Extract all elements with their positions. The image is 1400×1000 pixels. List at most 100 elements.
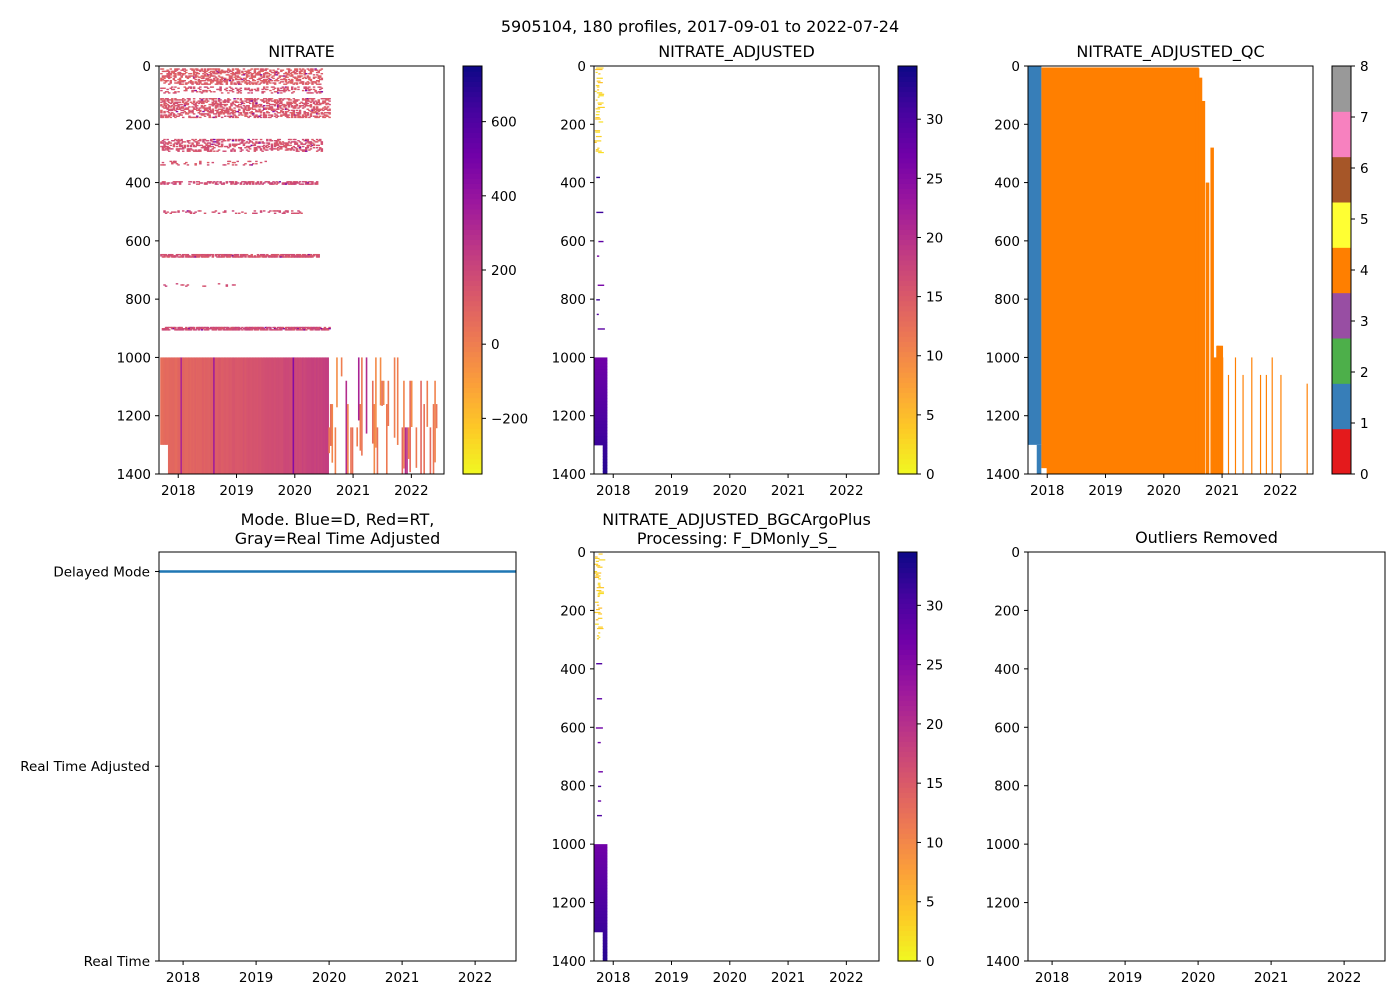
heatmap-cell <box>197 149 201 151</box>
heatmap-cell <box>262 255 266 257</box>
heatmap-row <box>602 949 608 953</box>
heatmap-cell <box>287 102 291 105</box>
heatmap-cell <box>230 105 233 107</box>
heatmap-cell <box>314 141 317 143</box>
heatmap-cell <box>267 255 271 257</box>
heatmap-cell <box>244 255 247 257</box>
heatmap-cell <box>323 112 327 114</box>
colorbar-segment <box>898 443 917 450</box>
colorbar-segment <box>463 81 482 87</box>
colorbar-segment <box>898 423 917 429</box>
heatmap-cell <box>225 74 229 76</box>
heatmap-cell <box>595 727 603 729</box>
heatmap-cell <box>203 285 207 287</box>
heatmap-cell <box>233 82 236 84</box>
heatmap-cell <box>306 105 310 107</box>
heatmap-cell <box>297 255 300 257</box>
heatmap-column <box>183 357 186 474</box>
heatmap-cell <box>305 98 308 100</box>
heatmap-cell <box>319 115 322 117</box>
heatmap-cell <box>227 92 230 94</box>
heatmap-cell <box>167 71 171 74</box>
heatmap-cell <box>281 103 285 106</box>
heatmap-cell <box>322 109 325 112</box>
heatmap-cell <box>225 256 229 258</box>
heatmap-cell <box>211 329 215 331</box>
heatmap-cell <box>238 91 241 93</box>
heatmap-cell <box>303 72 306 75</box>
heatmap-cell <box>276 92 280 94</box>
heatmap-cell <box>164 253 168 256</box>
heatmap-cell <box>186 164 190 166</box>
heatmap-cell <box>199 88 202 91</box>
heatmap-cell <box>225 253 229 256</box>
heatmap-cell <box>227 71 230 74</box>
heatmap-cell <box>195 68 199 70</box>
y-tick-label: 1200 <box>552 409 586 425</box>
heatmap-cell <box>255 105 258 107</box>
heatmap-cell <box>177 87 180 89</box>
heatmap-cell <box>597 584 601 586</box>
heatmap-cell <box>306 114 310 116</box>
heatmap-cell <box>283 145 286 148</box>
heatmap-cell <box>186 140 190 142</box>
heatmap-cell <box>238 106 241 108</box>
heatmap-cell <box>314 76 317 78</box>
qc4-column <box>1306 383 1308 474</box>
heatmap-cell <box>219 89 222 92</box>
heatmap-cell <box>595 623 599 625</box>
heatmap-cell <box>275 71 278 74</box>
heatmap-column <box>334 427 337 474</box>
heatmap-cell <box>174 92 177 94</box>
heatmap-cell <box>192 71 196 74</box>
heatmap-cell <box>261 69 264 71</box>
heatmap-cell <box>177 148 180 150</box>
heatmap-cell <box>166 255 169 257</box>
heatmap-cell <box>278 148 282 150</box>
heatmap-cell <box>312 147 316 149</box>
heatmap-cell <box>283 106 286 108</box>
heatmap-cell <box>186 327 190 330</box>
heatmap-column <box>261 357 264 474</box>
heatmap-cell <box>309 98 313 100</box>
heatmap-cell <box>308 149 311 151</box>
heatmap-cell <box>300 105 303 107</box>
heatmap-cell <box>283 183 286 185</box>
heatmap-cell <box>245 183 249 185</box>
heatmap-cell <box>203 142 207 144</box>
heatmap-cell <box>224 145 227 148</box>
heatmap-row <box>594 430 608 434</box>
heatmap-cell <box>280 102 283 105</box>
heatmap-cell <box>298 326 302 329</box>
heatmap-cell <box>301 256 305 258</box>
heatmap-cell <box>160 72 163 75</box>
heatmap-cell <box>312 112 316 114</box>
heatmap-cell <box>306 138 310 141</box>
heatmap-cell <box>200 182 204 184</box>
heatmap-cell <box>261 329 264 331</box>
heatmap-cell <box>325 329 328 331</box>
heatmap-cell <box>252 256 255 258</box>
x-tick-label: 2018 <box>596 483 630 499</box>
heatmap-cell <box>258 255 261 257</box>
heatmap-cell <box>281 89 285 92</box>
y-tick-label: 1200 <box>986 896 1020 912</box>
heatmap-cell <box>252 142 255 144</box>
heatmap-cell <box>320 327 324 330</box>
heatmap-cell <box>596 589 602 592</box>
heatmap-cell <box>181 109 185 112</box>
heatmap-cell <box>216 102 219 105</box>
heatmap-cell <box>266 140 269 142</box>
heatmap-cell <box>255 183 258 185</box>
heatmap-cell <box>163 143 166 145</box>
heatmap-cell <box>311 100 314 102</box>
heatmap-cell <box>320 141 324 143</box>
heatmap-cell <box>308 69 311 71</box>
colorbar-segment <box>898 402 917 409</box>
heatmap-cell <box>315 92 319 94</box>
heatmap-cell <box>206 144 210 147</box>
heatmap-cell <box>236 143 239 145</box>
heatmap-cell <box>596 92 603 94</box>
heatmap-cell <box>286 108 289 110</box>
heatmap-cell <box>199 109 202 112</box>
